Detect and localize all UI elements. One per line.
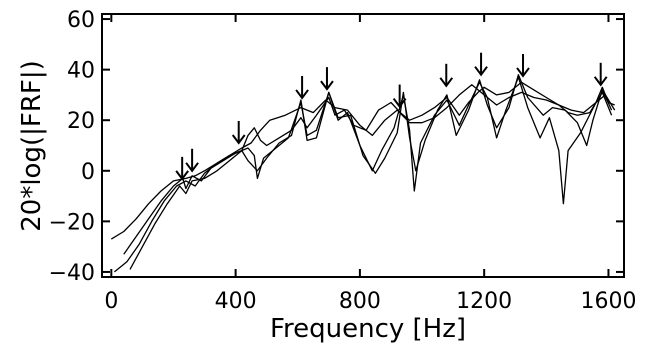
- arrow-marker: [516, 53, 530, 78]
- y-tick-label: −20: [49, 210, 95, 235]
- y-tick-label: 0: [81, 160, 95, 185]
- x-tick-label: 800: [339, 289, 381, 314]
- y-tick-label: 60: [67, 8, 95, 33]
- x-tick-label: 1200: [456, 289, 512, 314]
- arrow-markers: [175, 52, 608, 181]
- arrow-marker: [320, 67, 334, 91]
- x-tick-label: 400: [215, 289, 257, 314]
- axis-ticks: 0 400 800 1200 1600 −40 −20 0 20 40 60: [49, 8, 637, 314]
- series-line-1: [110, 81, 615, 240]
- plot-frame: [101, 13, 625, 278]
- x-tick-label: 1600: [580, 289, 636, 314]
- arrow-marker: [185, 148, 199, 173]
- arrow-marker: [392, 84, 407, 109]
- x-tick-label: 0: [104, 289, 118, 314]
- arrow-marker: [175, 156, 189, 181]
- arrow-marker: [231, 120, 246, 145]
- series-line-4: [113, 84, 613, 273]
- y-tick-label: 40: [67, 59, 95, 84]
- x-axis-label: Frequency [Hz]: [270, 314, 466, 344]
- y-tick-label: 20: [67, 109, 95, 134]
- series-line-3: [129, 74, 613, 270]
- arrow-marker: [474, 52, 488, 77]
- series-group: [110, 74, 616, 273]
- arrow-marker: [439, 63, 454, 88]
- y-tick-label: −40: [49, 261, 95, 286]
- arrow-marker: [593, 62, 608, 87]
- y-axis-label: 20*log(|FRF|): [17, 60, 47, 232]
- series-line-2: [123, 76, 616, 255]
- arrow-marker: [295, 75, 309, 100]
